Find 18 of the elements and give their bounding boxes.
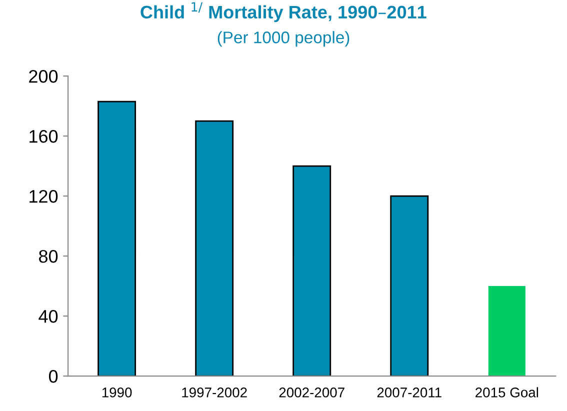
y-tick-label: 40 bbox=[38, 310, 58, 323]
x-tick-label: 2007-2011 bbox=[377, 388, 442, 398]
y-tick-label: 200 bbox=[29, 70, 58, 83]
bar bbox=[195, 120, 234, 376]
bar bbox=[488, 286, 526, 376]
chart-subtitle: (Per 1000 people) bbox=[218, 31, 350, 47]
bar bbox=[98, 100, 136, 376]
y-tick-label: 160 bbox=[30, 130, 58, 143]
y-tick-label: 0 bbox=[48, 370, 58, 383]
bar bbox=[390, 195, 429, 376]
y-tick-label: 120 bbox=[30, 190, 58, 203]
x-tick-label: 2002-2007 bbox=[279, 388, 344, 398]
chart-title: Child $^{1/}$ Mortality Rate, 1990–2011 bbox=[140, 2, 426, 22]
x-tick-label: 2015 Goal bbox=[476, 387, 538, 398]
y-tick-label: 80 bbox=[39, 250, 58, 263]
bar bbox=[292, 165, 332, 376]
x-tick-label: 1997-2002 bbox=[182, 388, 247, 398]
x-tick-label: 1990 bbox=[102, 388, 132, 398]
